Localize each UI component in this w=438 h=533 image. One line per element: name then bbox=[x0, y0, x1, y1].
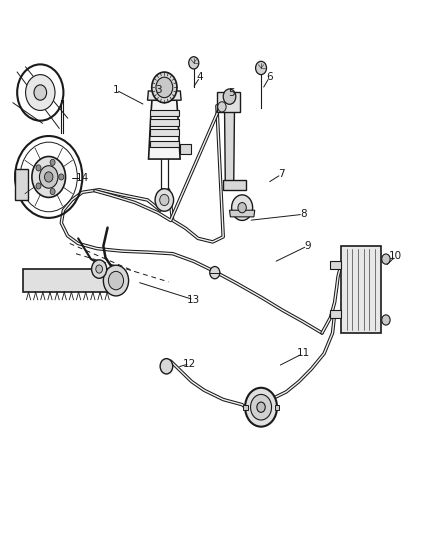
Polygon shape bbox=[230, 210, 255, 217]
Circle shape bbox=[36, 183, 41, 189]
Circle shape bbox=[160, 195, 169, 206]
Circle shape bbox=[50, 159, 55, 165]
Bar bbox=[15, 169, 28, 200]
Text: 6: 6 bbox=[266, 72, 273, 82]
Text: 3: 3 bbox=[155, 85, 161, 95]
Bar bbox=[24, 269, 116, 292]
Bar bbox=[150, 141, 179, 148]
Circle shape bbox=[50, 189, 55, 195]
Circle shape bbox=[34, 85, 46, 100]
Bar bbox=[150, 110, 179, 116]
Text: 5: 5 bbox=[228, 87, 235, 98]
Circle shape bbox=[39, 166, 58, 188]
Circle shape bbox=[156, 77, 173, 98]
Text: 1: 1 bbox=[113, 85, 119, 95]
Polygon shape bbox=[330, 261, 341, 269]
Polygon shape bbox=[330, 310, 341, 318]
Text: 9: 9 bbox=[304, 241, 311, 251]
Circle shape bbox=[382, 315, 390, 325]
Bar bbox=[217, 92, 240, 112]
Polygon shape bbox=[224, 103, 235, 184]
Text: 4: 4 bbox=[197, 72, 203, 82]
Text: 14: 14 bbox=[76, 173, 89, 183]
Circle shape bbox=[238, 203, 246, 213]
Text: 13: 13 bbox=[187, 295, 201, 305]
Circle shape bbox=[36, 165, 41, 171]
Polygon shape bbox=[275, 405, 279, 410]
Circle shape bbox=[232, 195, 253, 221]
Polygon shape bbox=[180, 144, 191, 154]
Circle shape bbox=[382, 254, 390, 264]
Bar bbox=[150, 119, 179, 126]
Circle shape bbox=[59, 174, 64, 180]
Text: 8: 8 bbox=[300, 209, 307, 219]
Circle shape bbox=[223, 89, 236, 104]
Circle shape bbox=[45, 172, 53, 182]
Circle shape bbox=[189, 56, 199, 69]
Circle shape bbox=[103, 265, 129, 296]
Text: 10: 10 bbox=[389, 251, 402, 261]
Circle shape bbox=[257, 402, 265, 413]
Polygon shape bbox=[244, 405, 247, 410]
Text: 12: 12 bbox=[183, 359, 196, 369]
Polygon shape bbox=[148, 91, 181, 100]
Circle shape bbox=[160, 359, 173, 374]
Text: 11: 11 bbox=[297, 349, 310, 359]
Circle shape bbox=[251, 394, 272, 420]
Circle shape bbox=[109, 271, 124, 290]
Circle shape bbox=[25, 75, 55, 110]
Polygon shape bbox=[223, 180, 246, 190]
Polygon shape bbox=[148, 100, 180, 159]
Circle shape bbox=[218, 102, 226, 112]
Circle shape bbox=[32, 157, 66, 197]
Circle shape bbox=[210, 266, 220, 279]
Circle shape bbox=[155, 189, 173, 211]
Bar bbox=[150, 130, 179, 135]
Circle shape bbox=[152, 72, 177, 103]
Circle shape bbox=[245, 388, 277, 426]
Bar bbox=[341, 246, 381, 333]
Text: 7: 7 bbox=[278, 169, 285, 180]
Circle shape bbox=[256, 61, 266, 75]
Circle shape bbox=[96, 265, 102, 273]
Circle shape bbox=[92, 260, 107, 278]
